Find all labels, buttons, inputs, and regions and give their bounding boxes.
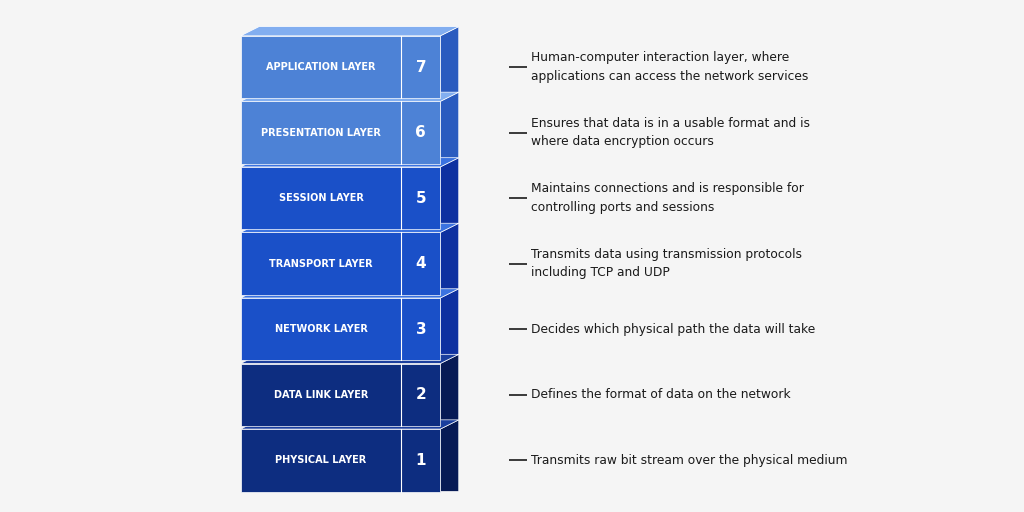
Polygon shape [241,289,459,298]
FancyBboxPatch shape [241,167,440,229]
Text: 4: 4 [416,256,426,271]
Polygon shape [440,92,459,164]
Text: PHYSICAL LAYER: PHYSICAL LAYER [275,455,367,465]
Polygon shape [440,289,459,360]
Text: SESSION LAYER: SESSION LAYER [279,193,364,203]
Polygon shape [241,27,459,36]
Polygon shape [241,223,459,232]
Text: NETWORK LAYER: NETWORK LAYER [274,324,368,334]
Text: DATA LINK LAYER: DATA LINK LAYER [273,390,369,400]
FancyBboxPatch shape [241,101,440,164]
Polygon shape [241,354,459,364]
Text: Maintains connections and is responsible for
controlling ports and sessions: Maintains connections and is responsible… [531,182,804,214]
Text: 5: 5 [416,190,426,206]
FancyBboxPatch shape [241,364,440,426]
Polygon shape [440,27,459,98]
Text: Transmits data using transmission protocols
including TCP and UDP: Transmits data using transmission protoc… [531,248,803,280]
FancyBboxPatch shape [241,429,440,492]
Text: Transmits raw bit stream over the physical medium: Transmits raw bit stream over the physic… [531,454,848,467]
Polygon shape [440,420,459,492]
Text: Ensures that data is in a usable format and is
where data encryption occurs: Ensures that data is in a usable format … [531,117,810,148]
Text: 3: 3 [416,322,426,337]
Text: Defines the format of data on the network: Defines the format of data on the networ… [531,388,792,401]
Polygon shape [241,158,459,167]
Polygon shape [440,223,459,295]
Text: Human-computer interaction layer, where
applications can access the network serv: Human-computer interaction layer, where … [531,51,809,83]
Polygon shape [440,354,459,426]
Text: APPLICATION LAYER: APPLICATION LAYER [266,62,376,72]
FancyBboxPatch shape [241,298,440,360]
Text: TRANSPORT LAYER: TRANSPORT LAYER [269,259,373,269]
Text: 2: 2 [416,387,426,402]
FancyBboxPatch shape [241,232,440,295]
Polygon shape [241,420,459,429]
Polygon shape [440,158,459,229]
Text: 6: 6 [416,125,426,140]
FancyBboxPatch shape [241,36,440,98]
Polygon shape [241,92,459,101]
Text: 7: 7 [416,59,426,75]
Text: PRESENTATION LAYER: PRESENTATION LAYER [261,127,381,138]
Text: 1: 1 [416,453,426,468]
Text: Decides which physical path the data will take: Decides which physical path the data wil… [531,323,816,336]
